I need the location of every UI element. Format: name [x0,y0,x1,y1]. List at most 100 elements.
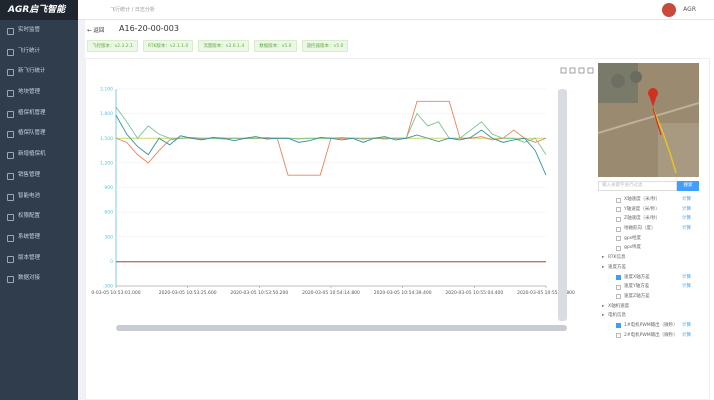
menu: 实时监管 飞行统计 新飞行统计 地块管理 植保机管理 植保队管理 新增植保机 销售管理 智能电池… [0,20,78,289]
version-tag: 飞控版本：v2.3.2.1 [87,40,138,52]
map[interactable] [598,63,699,177]
tree-label: 速度Y轴方差 [624,284,650,290]
version-tag: 数据版本：v5.0 [254,40,297,52]
tree-label: 电机信息 [608,313,626,319]
checkbox[interactable] [616,245,621,251]
tree-item[interactable]: Y轴速度（米/秒） 计算 [598,205,699,215]
topbar: 飞行统计 / 日志分析 AGR [78,0,714,20]
y-tick-label: 900 [104,185,113,191]
tree-label: 1#电机PWM输出（微秒） [624,322,678,328]
action-link[interactable]: 计算 [682,274,691,280]
action-link[interactable]: 计算 [682,332,691,338]
checkbox[interactable] [616,226,621,232]
menu-item[interactable]: 植保队管理 [0,123,78,144]
tree-label: Y轴速度（米/秒） [624,206,660,212]
action-link[interactable]: 计算 [682,216,691,222]
menu-item[interactable]: 销售管理 [0,165,78,186]
checkbox[interactable] [616,236,621,242]
avatar[interactable] [662,3,676,17]
toolbar-icon[interactable] [587,67,594,74]
menu-item[interactable]: 智能电池 [0,186,78,207]
tree-item[interactable]: 地磁航向（度） 计算 [598,224,699,234]
menu-item[interactable]: 植保机管理 [0,103,78,124]
x-tick-label: 0-03-05 10:53:01.000 [91,290,140,296]
tree-item[interactable]: 速度方差 [598,263,699,273]
checkbox[interactable] [616,333,621,339]
series-line [115,115,547,176]
checkbox[interactable] [616,216,621,222]
tree-label: 2#电机PWM输出（微秒） [624,332,678,338]
tree-item[interactable]: gps纬度 [598,243,699,253]
action-link[interactable]: 计算 [682,322,691,328]
tree-label: 速度方差 [608,264,626,270]
checkbox[interactable] [616,275,621,280]
search-row: 输入关键字进行过滤 搜索 [598,181,699,191]
tree-label: 速度Z轴方差 [624,293,650,299]
menu-item[interactable]: 新飞行统计 [0,61,78,82]
x-tick-label: 2020-03-05 10:55:04.400 [445,290,503,296]
y-tick-label: 1,500 [100,136,113,142]
toolbar-icon[interactable] [560,67,567,74]
version-tag: 遥控器版本：v5.0 [301,40,349,52]
checkbox[interactable] [616,197,621,203]
x-tick-label: 2020-03-05 10:55:28.800 [517,290,575,296]
search-input[interactable]: 输入关键字进行过滤 [598,181,677,191]
checkbox[interactable] [616,207,621,213]
tree-item[interactable]: gps经度 [598,234,699,244]
menu-item[interactable]: 地块管理 [0,82,78,103]
x-tick-label: 2020-03-05 10:53:25.600 [159,290,217,296]
toolbar-icon[interactable] [578,67,585,74]
tree-label: 速度X轴方差 [624,274,650,280]
y-tick-label: 2,100 [100,87,113,93]
h-slider[interactable] [116,325,567,331]
checkbox[interactable] [616,294,621,300]
action-link[interactable]: 计算 [682,226,691,232]
tree-item[interactable]: Z轴速度（米/秒） 计算 [598,214,699,224]
action-link[interactable]: 计算 [682,284,691,290]
tree-item[interactable]: 速度Y轴方差 计算 [598,282,699,292]
v-scrollbar[interactable] [558,89,567,321]
tree-item[interactable]: 1#电机PWM输出（微秒） 计算 [598,321,699,331]
x-tick-label: 2020-03-05 10:54:14.800 [302,290,360,296]
tree-item[interactable]: 2#电机PWM输出（微秒） 计算 [598,331,699,341]
checkbox[interactable] [616,323,621,329]
y-tick-label: 1,800 [100,111,113,117]
checkbox[interactable] [616,284,621,290]
version-tag: 流量版本：v2.0.1.4 [198,40,250,52]
y-tick-label: -300 [103,284,113,290]
version-tag: RTK版本：v2.1.1.0 [142,40,194,52]
back-button[interactable]: ← 返回 [87,28,105,34]
menu-item[interactable]: 新增植保机 [0,144,78,165]
menu-item[interactable]: 系统管理 [0,227,78,248]
menu-item[interactable]: 实时监管 [0,20,78,41]
crumb: 日志分析 [134,7,155,13]
version-tags: 飞控版本：v2.3.2.1 RTK版本：v2.1.1.0 流量版本：v2.0.1.4… [87,40,349,52]
search-button[interactable]: 搜索 [677,181,699,191]
panel: -300 0 300 600 900 1,200 1,500 1,800 2,100 0-03-0… [85,58,710,400]
crumb[interactable]: 飞行统计 [110,7,131,13]
menu-item[interactable]: 权限配置 [0,206,78,227]
user-name[interactable]: AGR [683,6,696,13]
menu-item[interactable]: 数据对接 [0,268,78,289]
tree-item[interactable]: 电机信息 [598,311,699,321]
breadcrumb: 飞行统计 / 日志分析 [110,7,155,13]
y-tick-label: 0 [110,259,113,265]
tree-item[interactable]: 速度Z轴方差 [598,292,699,302]
tree-label: gps纬度 [624,245,642,251]
sidebar: AGR启飞智能 实时监管 飞行统计 新飞行统计 地块管理 植保机管理 植保队管理 新增植保机… [0,0,78,400]
action-link[interactable]: 计算 [682,206,691,212]
tree-label: RTK信息 [608,255,626,261]
tree-item[interactable]: X轴机速度 [598,302,699,312]
tree-item[interactable]: X轴速度（米/秒） 计算 [598,195,699,205]
series-line [115,106,547,155]
menu-item[interactable]: 飞行统计 [0,41,78,62]
x-tick-label: 2020-03-05 10:53:50.200 [230,290,288,296]
tree-item[interactable]: 速度X轴方差 计算 [598,273,699,283]
tree-label: gps经度 [624,235,642,241]
action-link[interactable]: 计算 [682,197,691,202]
y-tick-label: 300 [104,234,113,240]
menu-item[interactable]: 版本管理 [0,248,78,269]
toolbar-icon[interactable] [569,67,576,74]
tree-item[interactable]: RTK信息 [598,253,699,263]
